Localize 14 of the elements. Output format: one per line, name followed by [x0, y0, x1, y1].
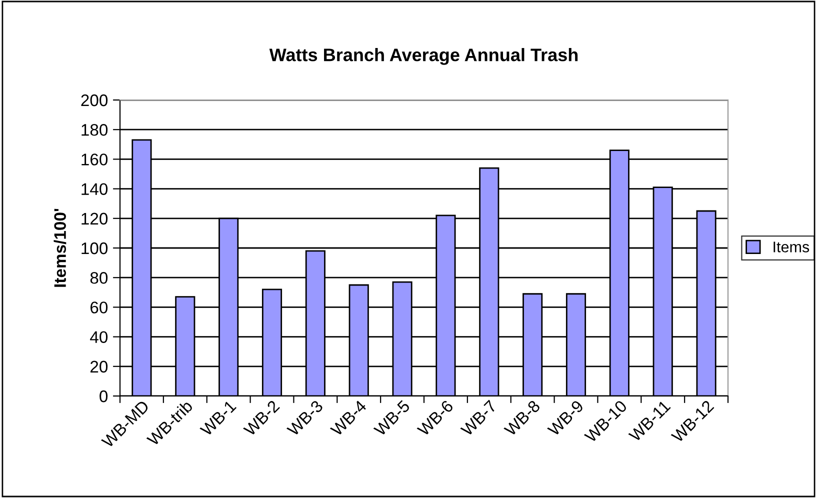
y-axis-title: Items/100' — [54, 208, 66, 287]
y-tick-label: 0 — [100, 390, 108, 402]
chart-title: Watts Branch Average Annual Trash — [269, 48, 578, 65]
y-tick-label: 200 — [81, 94, 108, 106]
y-tick-label: 160 — [82, 154, 108, 166]
y-tick-label: 180 — [82, 124, 108, 136]
y-tick-label: 100 — [82, 242, 108, 254]
y-tick-label: 40 — [90, 331, 108, 344]
y-tick-label: 120 — [82, 212, 108, 225]
y-tick-label: 20 — [90, 360, 108, 373]
y-tick-label: 80 — [90, 272, 108, 284]
y-tick-label: 60 — [90, 302, 108, 314]
y-tick-label: 140 — [82, 183, 108, 196]
legend-label: Items — [774, 242, 810, 252]
